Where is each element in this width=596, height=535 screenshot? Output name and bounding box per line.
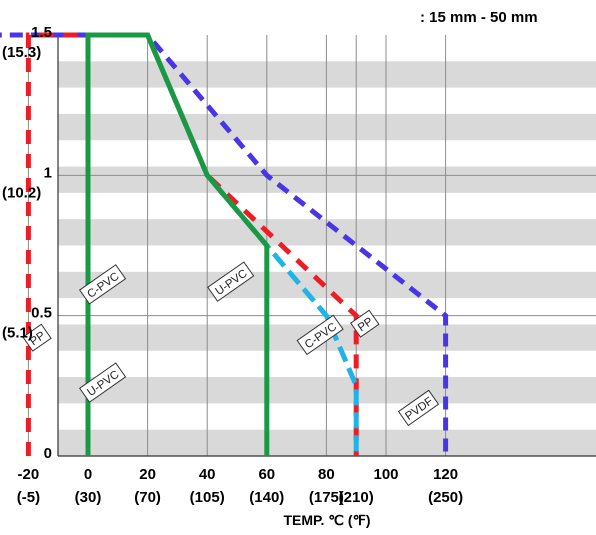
series-line-pvdf: [0, 32, 449, 456]
series-line-u-pvc: [85, 32, 270, 456]
series-annotation: PVDF: [397, 389, 440, 427]
x-tick-label: 80: [318, 466, 335, 483]
y-tick-sublabel: (5.1): [2, 325, 33, 342]
x-tick-sublabel: (70): [134, 489, 161, 506]
y-tick-sublabel: (15.3): [2, 44, 41, 61]
x-tick-sublabel: (140): [249, 489, 284, 506]
annotation-box: [350, 309, 380, 338]
grid-band: [58, 166, 596, 193]
x-tick-sublabel: (105): [190, 489, 225, 506]
axis-frame: [57, 35, 596, 457]
series-annotation: PP: [22, 323, 52, 352]
x-tick-sublabel: (250): [428, 489, 463, 506]
x-tick-label: 20: [139, 466, 156, 483]
annotation-box: [79, 362, 127, 403]
x-tick-sublabel: (210): [339, 489, 374, 506]
x-tick-label: -20: [18, 466, 40, 483]
x-axis-label: TEMP. ℃ (℉): [283, 512, 370, 528]
grid-band: [58, 271, 596, 299]
grid-band: [58, 113, 596, 141]
grid-band: [58, 61, 596, 88]
x-tick-sublabel: (175): [309, 489, 344, 506]
alternating-grid-bands: [58, 61, 596, 456]
annotation-box: [79, 264, 127, 305]
annotation-box: [22, 323, 52, 352]
x-tick-label: 40: [199, 466, 216, 483]
tick-labels: -40(-40)-20(-5)0(30)20(70)40(105)60(140)…: [2, 24, 463, 506]
series-lines: [0, 32, 449, 456]
annotation-box: [207, 261, 255, 302]
grid-band: [58, 429, 596, 456]
x-tick-sublabel: (-5): [17, 489, 40, 506]
y-tick-label: 1.5: [31, 24, 52, 41]
series-annotation: PP: [350, 309, 380, 338]
x-tick-label: 60: [258, 466, 275, 483]
y-tick-label: 1: [44, 164, 52, 181]
y-tick-sublabel: (10.2): [2, 184, 41, 201]
x-tick-label: 100: [373, 466, 398, 483]
x-tick-label: 120: [433, 466, 458, 483]
x-tick-label: 0: [84, 466, 92, 483]
y-tick-label: 0: [44, 445, 52, 462]
annotation-box: [397, 389, 440, 427]
grid-band: [58, 377, 596, 404]
grid-band: [58, 219, 596, 246]
x-tick-sublabel: (30): [75, 489, 102, 506]
y-tick-label: 0.5: [31, 305, 52, 322]
series-line-pp: [25, 32, 359, 456]
chart-title: : 15 mm - 50 mm: [420, 9, 538, 26]
annotation-box: [296, 314, 344, 356]
